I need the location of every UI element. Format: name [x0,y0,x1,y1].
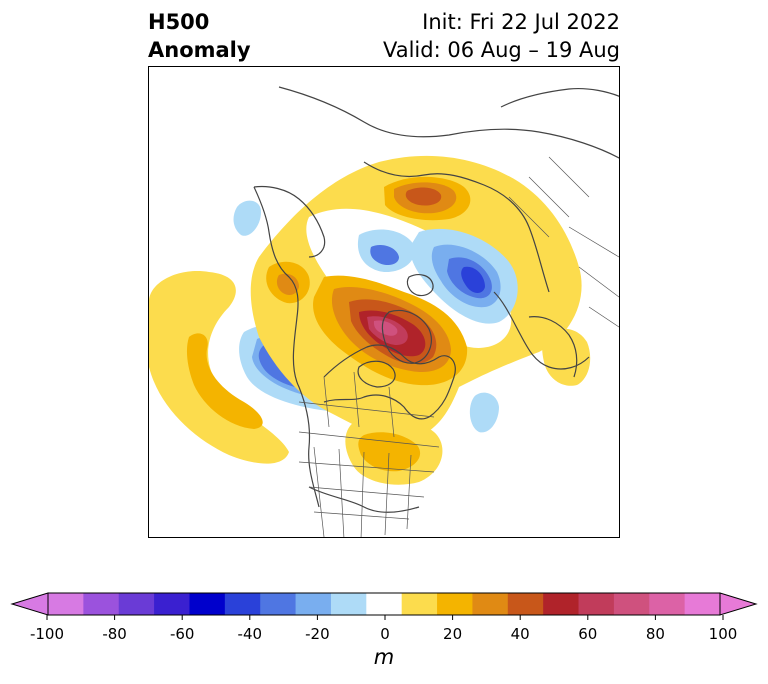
colorbar-segment [578,593,615,615]
anomaly-positive-siberia-core [405,187,442,206]
colorbar-segment [154,593,190,615]
colorbar-segment [613,593,650,615]
canada-border-lines [298,371,435,438]
coastline-scandinavia [493,291,590,370]
anomaly-positive-pacific [149,271,289,464]
colorbar-segment [224,593,261,615]
colorbar-segment [295,593,332,615]
colorbar-segment [649,593,686,615]
colorbar-tick-label: -20 [305,625,330,643]
colorbar-segment [437,593,473,615]
colorbar-segment [366,593,403,615]
anomaly-fill-layer [149,155,591,485]
colorbar-outline [47,592,721,616]
colorbar-segment [684,593,721,615]
colorbar-segment [543,593,580,615]
colorbar-segment [507,593,544,615]
colorbar [10,592,758,620]
colorbar-tick-label: 80 [645,625,665,643]
border-layer [298,156,619,537]
colorbar-tick-label: 20 [443,625,463,643]
coastline-greenland [381,309,432,364]
colorbar-tick-label: -60 [169,625,195,643]
title-subtitle: Anomaly [148,38,251,62]
title-variable: H500 [148,10,210,34]
colorbar-segment [48,593,84,615]
coastline-arctic-islands [406,274,434,297]
colorbar-arrow-max [719,592,758,616]
colorbar-segment [189,593,226,615]
colorbar-segments [48,593,721,615]
colorbar-segment [83,593,120,615]
colorbar-segment [330,593,367,615]
colorbar-tick-label: -40 [237,625,263,643]
coastline-hudson-bay [357,360,396,388]
us-border-lines [298,431,440,537]
anomaly-negative-barents-core [461,266,485,293]
coastline-asia-east [500,87,619,108]
colorbar-tick-label: 0 [380,625,390,643]
colorbar-segment [118,593,155,615]
map-title-right: Init: Fri 22 Jul 2022 Valid: 06 Aug – 19… [383,8,620,64]
colorbar-segment [260,593,297,615]
colorbar-arrow-min [10,592,49,616]
colorbar-units: m [373,645,395,669]
eurasia-border-lines [508,156,619,328]
coastline-florida-gulf [308,486,420,513]
colorbar-ticks [46,615,724,620]
anomaly-map [148,66,620,538]
coastline-eurasia-north [278,86,619,159]
anomaly-positive-eastern-us-core [358,432,421,472]
coastline-alaska [253,185,326,258]
colorbar-tick-label: 60 [578,625,598,643]
init-date: Init: Fri 22 Jul 2022 [422,10,620,34]
colorbar-tick-label: 100 [708,625,738,643]
coastline-europe-south [528,316,578,378]
colorbar-tick-label: -100 [29,625,65,643]
anomaly-positive-yukon-core [276,273,299,295]
anomaly-positive-pacific-core [186,333,263,429]
anomaly-negative-beaufort-core [370,245,399,265]
anomaly-negative-small-west [233,200,261,236]
colorbar-segment [472,593,509,615]
coastline-siberia [363,161,550,293]
map-title-left: H500 Anomaly [148,8,251,64]
colorbar-tick-label: -80 [102,625,127,643]
anomaly-positive-greenland-core [373,320,398,336]
colorbar-tick-label: 40 [510,625,530,643]
coastline-north-america-west [253,186,320,508]
geography-layer [253,86,619,513]
colorbar-segment [401,593,438,615]
anomaly-negative-atlantic [469,392,499,433]
anomaly-positive-europe [542,328,591,386]
valid-range: Valid: 06 Aug – 19 Aug [382,38,620,62]
coastline-north-america-east [323,344,456,420]
map-canvas [149,86,619,537]
